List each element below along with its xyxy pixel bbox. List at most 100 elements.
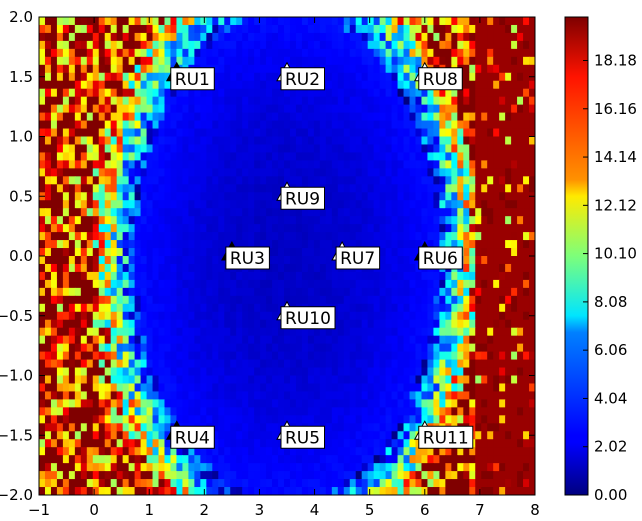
heatmap-cell <box>343 271 351 281</box>
heatmap-cell <box>433 447 440 456</box>
heatmap-cell <box>230 383 237 393</box>
heatmap-cell <box>415 96 423 106</box>
heatmap-cell <box>68 295 76 305</box>
heatmap-cell <box>182 176 189 185</box>
heatmap-cell <box>325 471 333 480</box>
heatmap-cell <box>74 112 82 122</box>
heatmap-cell <box>98 455 106 464</box>
heatmap-cell <box>236 479 243 488</box>
heatmap-cell <box>44 399 52 408</box>
heatmap-cell <box>523 168 530 177</box>
heatmap-cell <box>439 224 446 233</box>
heatmap-cell <box>469 128 476 138</box>
heatmap-cell <box>361 399 369 408</box>
heatmap-cell <box>421 399 429 408</box>
heatmap-cell <box>218 351 225 361</box>
heatmap-cell <box>373 80 381 90</box>
heatmap-cell <box>403 327 411 337</box>
heatmap-cell <box>415 112 423 122</box>
heatmap-cell <box>463 80 470 90</box>
heatmap-cell <box>481 335 488 345</box>
heatmap-cell <box>39 407 46 416</box>
heatmap-cell <box>176 415 184 424</box>
heatmap-cell <box>403 439 411 448</box>
heatmap-cell <box>427 471 435 480</box>
heatmap-cell <box>475 200 482 209</box>
heatmap-cell <box>278 32 285 42</box>
heatmap-cell <box>331 287 339 297</box>
heatmap-cell <box>50 112 58 122</box>
heatmap-cell <box>50 319 58 329</box>
heatmap-cell <box>499 240 506 249</box>
heatmap-cell <box>523 271 530 281</box>
heatmap-cell <box>164 88 172 98</box>
heatmap-cell <box>475 160 482 169</box>
heatmap-cell <box>164 447 172 456</box>
heatmap-cell <box>499 359 506 369</box>
heatmap-cell <box>295 295 303 305</box>
heatmap-cell <box>439 287 446 297</box>
heatmap-cell <box>242 240 249 249</box>
heatmap-cell <box>289 399 297 408</box>
heatmap-cell <box>236 17 243 26</box>
heatmap-cell <box>236 375 243 385</box>
x-tick-label: 0 <box>89 501 99 519</box>
heatmap-cell <box>194 48 201 58</box>
heatmap-cell <box>385 471 393 480</box>
heatmap-cell <box>110 447 118 456</box>
heatmap-cell <box>230 391 237 400</box>
heatmap-cell <box>86 200 94 209</box>
heatmap-cell <box>272 192 279 201</box>
heatmap-cell <box>56 279 64 289</box>
heatmap-cell <box>86 295 94 305</box>
heatmap-cell <box>218 152 225 161</box>
heatmap-cell <box>385 216 393 225</box>
heatmap-cell <box>80 96 88 106</box>
heatmap-cell <box>158 256 166 265</box>
heatmap-cell <box>517 64 524 74</box>
heatmap-cell <box>391 72 399 82</box>
heatmap-cell <box>493 439 500 448</box>
heatmap-cell <box>427 88 435 98</box>
heatmap-cell <box>409 351 417 361</box>
heatmap-cell <box>284 144 291 154</box>
heatmap-cell <box>463 200 470 209</box>
heatmap-cell <box>242 144 249 154</box>
heatmap-cell <box>505 152 512 161</box>
heatmap-cell <box>511 367 518 377</box>
heatmap-cell <box>445 447 452 456</box>
heatmap-cell <box>206 303 213 313</box>
heatmap-cell <box>218 168 225 177</box>
heatmap-cell <box>104 311 112 321</box>
heatmap-cell <box>236 72 243 82</box>
heatmap-cell <box>272 375 279 385</box>
heatmap-cell <box>397 271 405 281</box>
heatmap-cell <box>487 399 494 408</box>
heatmap-cell <box>523 399 530 408</box>
heatmap-cell <box>433 335 440 345</box>
heatmap-cell <box>511 439 518 448</box>
heatmap-cell <box>295 351 303 361</box>
heatmap-cell <box>62 48 70 58</box>
heatmap-cell <box>307 399 315 408</box>
heatmap-cell <box>517 168 524 177</box>
heatmap-cell <box>511 200 518 209</box>
heatmap-cell <box>140 447 148 456</box>
heatmap-cell <box>523 367 530 377</box>
heatmap-cell <box>427 112 435 122</box>
heatmap-cell <box>92 176 100 185</box>
heatmap-cell <box>463 232 470 241</box>
heatmap-cell <box>158 463 166 472</box>
heatmap-cell <box>415 447 423 456</box>
heatmap-cell <box>433 463 440 472</box>
heatmap-cell <box>224 88 231 98</box>
heatmap-cell <box>433 471 440 480</box>
heatmap-cell <box>517 120 524 130</box>
heatmap-cell <box>182 343 189 353</box>
heatmap-cell <box>301 168 309 177</box>
heatmap-cell <box>499 351 506 361</box>
heatmap-cell <box>319 351 327 361</box>
heatmap-cell <box>284 208 291 217</box>
heatmap-cell <box>44 128 52 138</box>
heatmap-cell <box>266 295 273 305</box>
